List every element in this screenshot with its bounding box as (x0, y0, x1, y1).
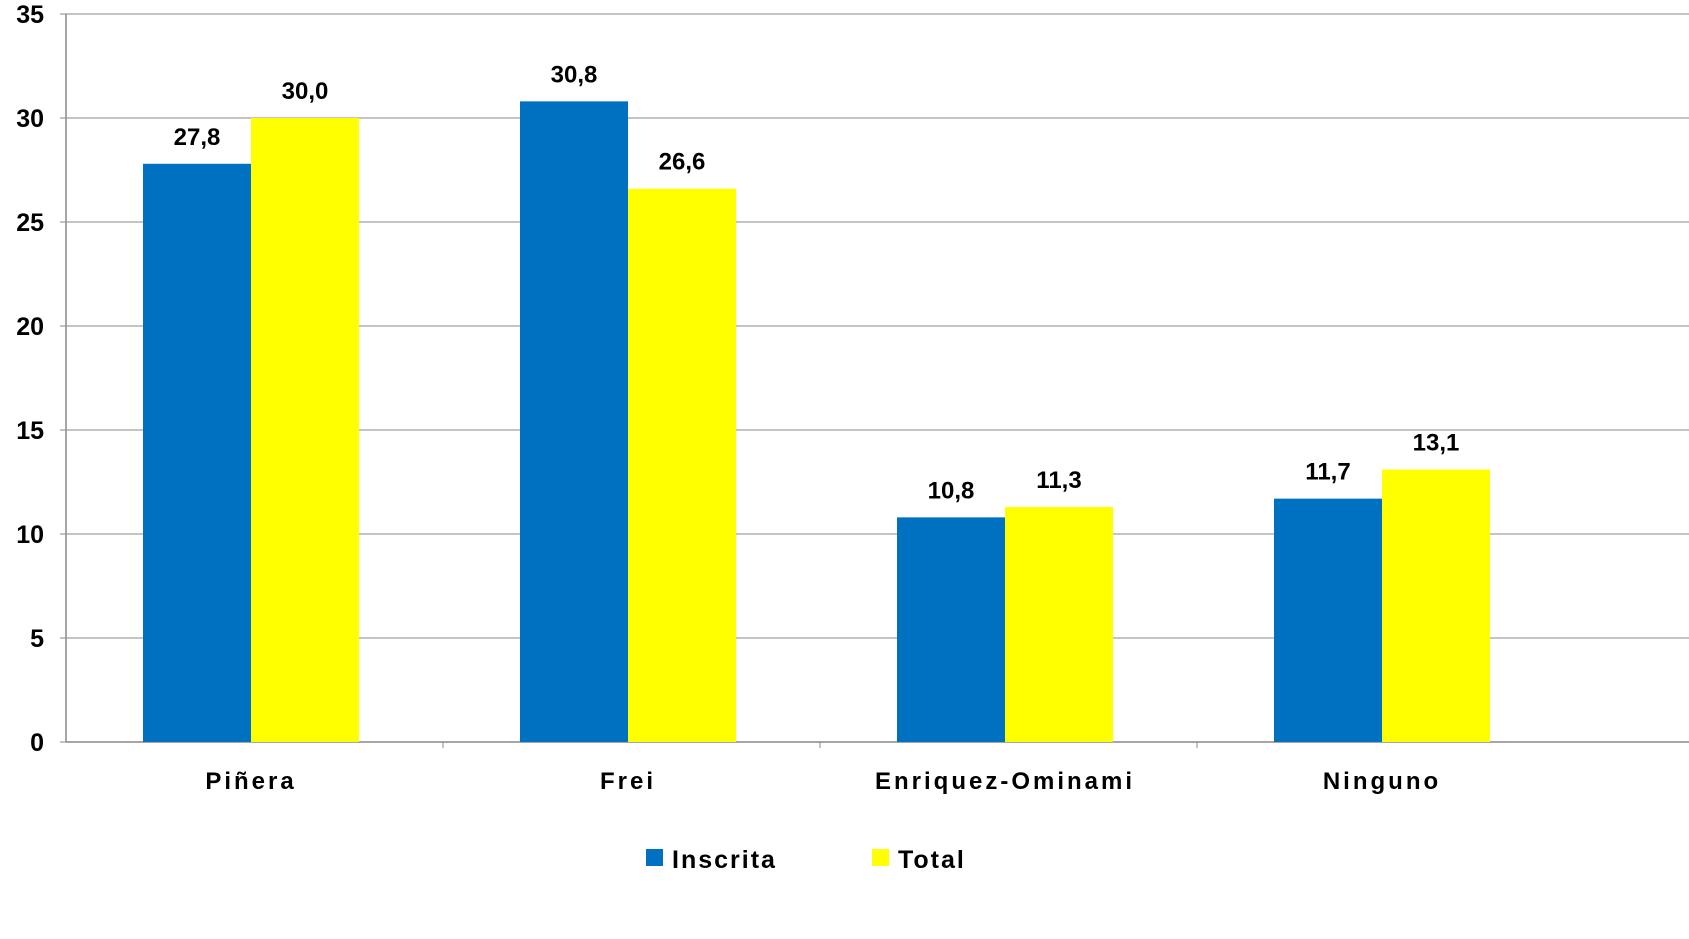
legend-swatch-inscrita (646, 849, 663, 866)
axes: 0 5 10 15 20 25 30 35 Piñera Frei Enriquez-Ominami… (16, 1, 1689, 795)
y-tick-label: 25 (16, 209, 44, 237)
data-label: 26,6 (659, 149, 706, 176)
x-tick-label: Piñera (205, 768, 296, 795)
y-tick-label: 10 (16, 521, 44, 549)
y-tick-label: 15 (16, 417, 44, 445)
x-tick-label: Enriquez-Ominami (875, 768, 1135, 795)
bar-total-2 (1005, 506, 1113, 742)
y-tick-label: 35 (16, 1, 44, 29)
data-label: 27,8 (174, 124, 221, 151)
bar-inscrita-1 (520, 101, 628, 743)
y-tick-label: 5 (30, 625, 44, 653)
data-label: 11,3 (1036, 467, 1081, 494)
legend: Inscrita Total (646, 846, 966, 874)
data-label: 10,8 (928, 477, 975, 504)
legend-swatch-total (872, 849, 889, 866)
bar-total-3 (1382, 469, 1490, 742)
x-tick-label: Frei (600, 768, 656, 795)
legend-label-inscrita: Inscrita (672, 846, 777, 874)
data-label: 30,8 (551, 61, 598, 88)
y-tick-label: 20 (16, 313, 44, 341)
bar-total-0 (251, 118, 359, 742)
data-label: 30,0 (282, 78, 329, 105)
legend-label-total: Total (898, 846, 966, 874)
data-label: 11,7 (1305, 459, 1350, 486)
bar-inscrita-0 (143, 163, 251, 742)
bar-inscrita-3 (1274, 498, 1382, 742)
y-tick-label: 30 (16, 105, 44, 133)
y-tick-label: 0 (30, 729, 44, 757)
bar-inscrita-2 (897, 517, 1005, 742)
data-labels: 27,8 30,0 30,8 26,6 10,8 11,3 11,7 13,1 (174, 61, 1460, 504)
x-tick-label: Ninguno (1323, 768, 1441, 795)
bars (143, 101, 1490, 743)
data-label: 13,1 (1413, 430, 1460, 457)
bar-total-1 (628, 188, 736, 743)
